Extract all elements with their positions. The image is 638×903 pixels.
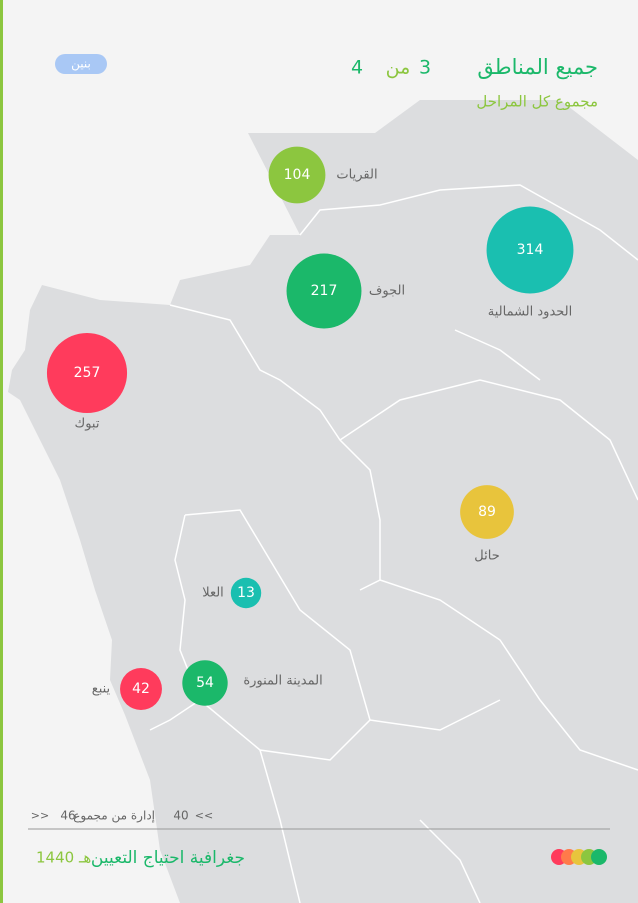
region-name: ينبع	[92, 682, 111, 697]
bubble-value: 89	[478, 504, 496, 520]
subtitle: مجموع كل المراحل	[476, 93, 598, 111]
title: جميع المناطق	[477, 55, 598, 79]
bubble-value: 217	[311, 283, 338, 299]
bubble-value: 104	[284, 167, 311, 183]
dots	[551, 849, 607, 865]
current: 3	[419, 57, 431, 79]
region-name: حائل	[474, 549, 499, 564]
bubble	[486, 206, 574, 294]
nav-next[interactable]: <<	[195, 809, 213, 822]
side-bar	[0, 0, 3, 903]
bubble-value: 42	[132, 681, 150, 697]
bubble	[230, 577, 262, 609]
tag: بنين	[71, 57, 91, 72]
borders	[149, 184, 638, 903]
region-name: تبوك	[75, 417, 100, 432]
region-name: المدينة المنورة	[243, 674, 322, 689]
footer-year: 1440 هـ	[36, 849, 91, 867]
land	[8, 100, 638, 903]
tag-pill	[55, 54, 107, 74]
bubble	[182, 660, 228, 706]
page: 40	[173, 809, 188, 823]
bubble-value: 257	[74, 365, 101, 381]
bubble-value: 54	[196, 675, 214, 691]
bubble	[46, 332, 128, 414]
of: من	[386, 57, 411, 79]
bubble-value: 13	[237, 585, 255, 601]
map	[8, 100, 638, 903]
bubble-value: 314	[517, 242, 544, 258]
total: 4	[351, 57, 363, 79]
region-name: الحدود الشمالية	[488, 305, 573, 320]
bubble	[268, 146, 326, 204]
dot	[591, 849, 607, 865]
footer-title: جغرافية احتياج التعيين	[91, 848, 245, 868]
region-name: العلا	[202, 586, 224, 601]
nav-prev[interactable]: >>	[31, 809, 49, 822]
bubble	[120, 668, 162, 710]
bubbles: 104 القريات 314 الحدود الشمالية 217 الجوف 257 ت…	[46, 146, 574, 710]
count-label: إدارة من مجموع	[73, 809, 155, 824]
count: 46	[60, 809, 75, 823]
region-name: الجوف	[369, 284, 405, 299]
bubble	[460, 485, 514, 539]
bubble	[286, 253, 362, 329]
region-name: القريات	[336, 168, 377, 183]
